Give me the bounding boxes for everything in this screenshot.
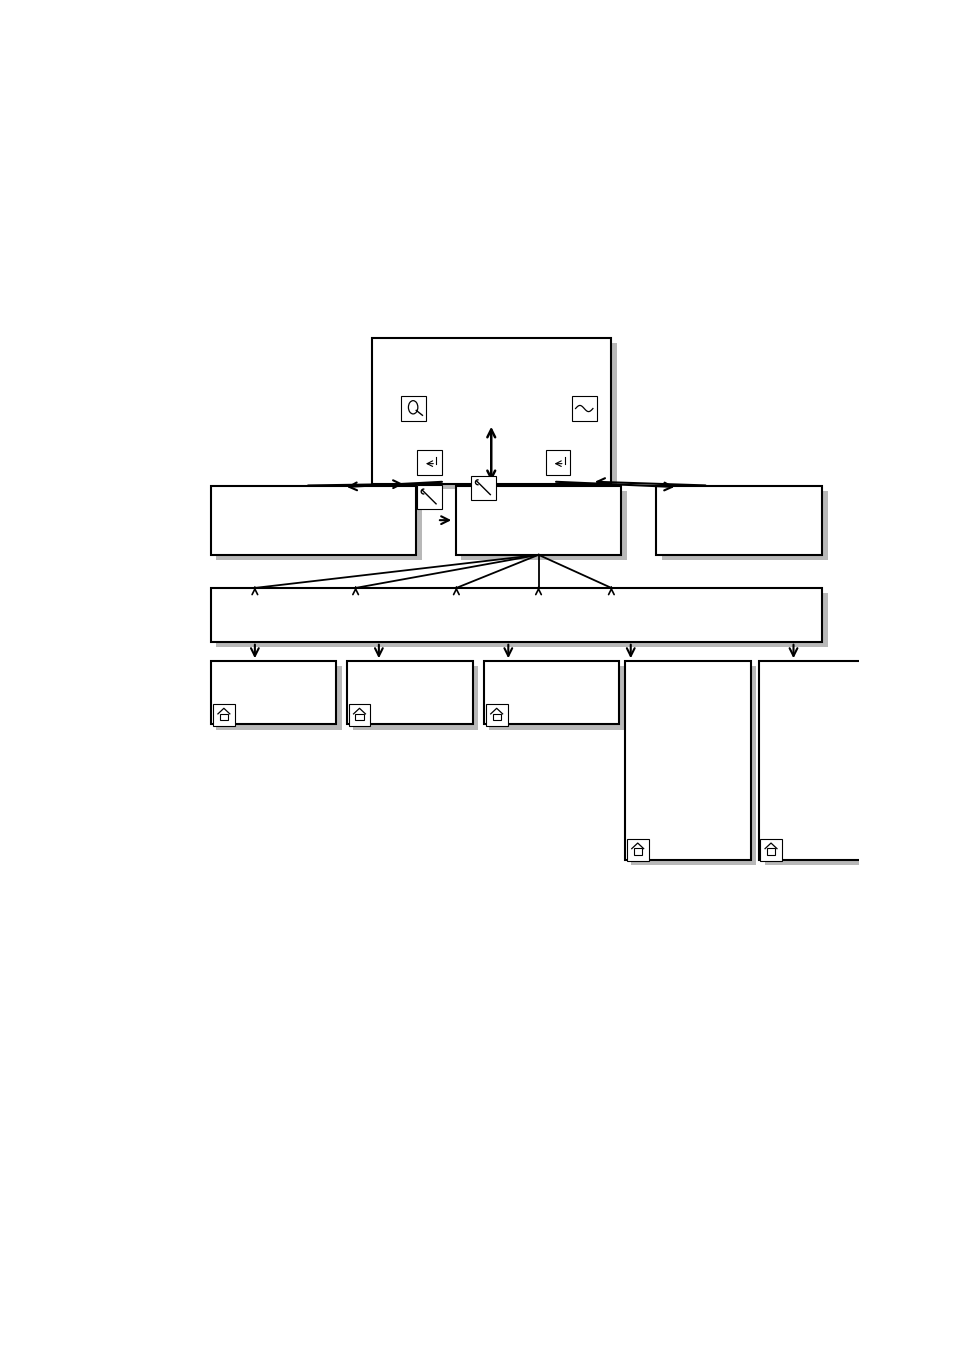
Bar bbox=[492, 713, 500, 720]
Bar bbox=[630, 666, 756, 865]
Bar bbox=[766, 848, 775, 855]
Bar bbox=[488, 666, 624, 730]
Bar bbox=[661, 490, 827, 561]
Bar bbox=[377, 343, 617, 489]
Bar bbox=[545, 450, 570, 474]
Bar bbox=[656, 485, 821, 555]
Bar bbox=[211, 588, 821, 642]
Bar bbox=[401, 396, 426, 422]
Bar bbox=[759, 661, 884, 859]
Bar bbox=[213, 704, 234, 725]
Bar bbox=[571, 396, 596, 422]
Bar bbox=[460, 490, 626, 561]
Bar bbox=[416, 450, 441, 474]
Bar bbox=[624, 661, 750, 859]
Bar bbox=[416, 485, 441, 509]
Bar bbox=[347, 661, 472, 724]
Bar bbox=[626, 839, 648, 861]
Bar bbox=[633, 848, 641, 855]
Bar bbox=[471, 476, 496, 500]
Bar bbox=[456, 485, 620, 555]
Bar bbox=[760, 839, 781, 861]
Bar bbox=[483, 661, 618, 724]
Bar bbox=[219, 713, 228, 720]
Bar bbox=[211, 661, 335, 724]
Bar bbox=[216, 593, 827, 647]
Bar bbox=[485, 704, 507, 725]
Bar bbox=[216, 490, 421, 561]
Bar bbox=[353, 666, 477, 730]
Bar bbox=[372, 338, 611, 484]
Bar bbox=[355, 713, 363, 720]
Bar bbox=[764, 666, 889, 865]
Bar bbox=[348, 704, 370, 725]
Bar bbox=[216, 666, 341, 730]
Bar bbox=[211, 485, 416, 555]
